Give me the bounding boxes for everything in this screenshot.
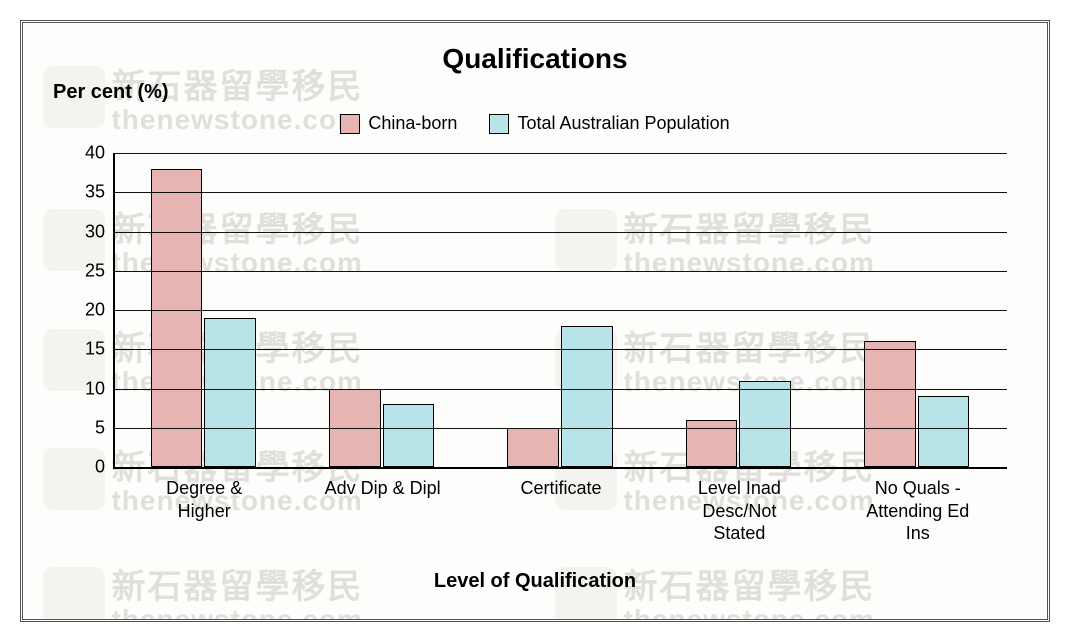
legend-swatch (489, 114, 509, 134)
y-tick-label: 40 (85, 143, 115, 164)
chart-container: Qualifications Per cent (%) China-born To… (23, 23, 1047, 619)
y-tick-label: 0 (95, 457, 115, 478)
y-tick-label: 30 (85, 221, 115, 242)
chart-title: Qualifications (23, 43, 1047, 75)
legend-item: Total Australian Population (489, 113, 729, 134)
gridline (115, 271, 1007, 272)
bar (739, 381, 791, 467)
y-axis-title: Per cent (%) (53, 81, 169, 104)
x-tick-label: Adv Dip & Dipl (308, 467, 458, 500)
y-tick-label: 35 (85, 182, 115, 203)
bar (383, 404, 435, 467)
bar (151, 169, 203, 467)
bar (918, 396, 970, 467)
legend-label: China-born (368, 113, 457, 134)
gridline (115, 192, 1007, 193)
y-tick-label: 10 (85, 378, 115, 399)
y-tick-label: 20 (85, 300, 115, 321)
bar (864, 341, 916, 467)
y-tick-label: 25 (85, 260, 115, 281)
gridline (115, 153, 1007, 154)
y-tick-label: 5 (95, 417, 115, 438)
y-tick-label: 15 (85, 339, 115, 360)
x-tick-label: Level Inad Desc/Not Stated (664, 467, 814, 545)
legend-label: Total Australian Population (517, 113, 729, 134)
legend-swatch (340, 114, 360, 134)
plot-area: Degree & HigherAdv Dip & DiplCertificate… (113, 153, 1007, 469)
chart-frame: 新石器留學移民thenewstone.com新石器留學移民thenewstone… (20, 20, 1050, 622)
chart-legend: China-born Total Australian Population (23, 113, 1047, 139)
x-tick-label: Certificate (486, 467, 636, 500)
bar (204, 318, 256, 467)
gridline (115, 310, 1007, 311)
x-axis-title: Level of Qualification (23, 570, 1047, 593)
gridline (115, 389, 1007, 390)
gridline (115, 428, 1007, 429)
x-tick-label: No Quals - Attending Ed Ins (843, 467, 993, 545)
gridline (115, 349, 1007, 350)
legend-item: China-born (340, 113, 457, 134)
bar (507, 428, 559, 467)
gridline (115, 232, 1007, 233)
x-tick-label: Degree & Higher (129, 467, 279, 522)
bar (561, 326, 613, 467)
